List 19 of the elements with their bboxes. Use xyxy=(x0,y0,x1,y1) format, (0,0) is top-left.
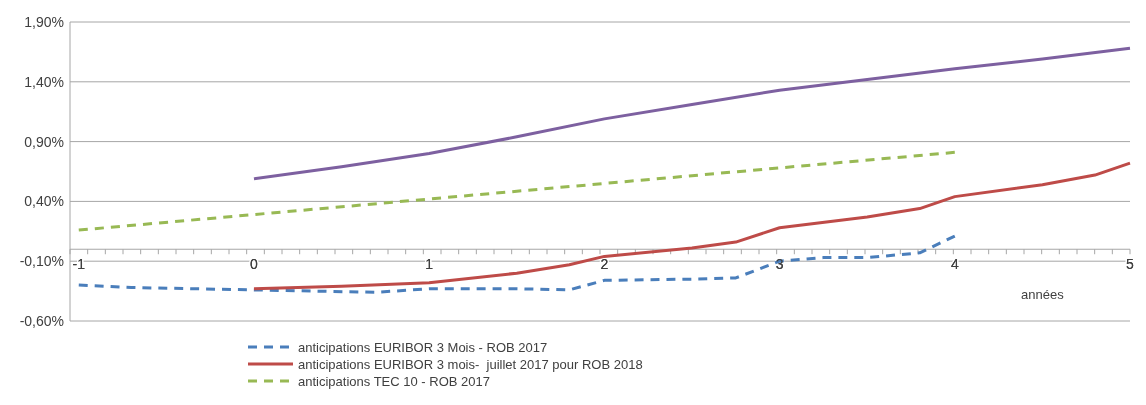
x-axis-title: années xyxy=(1021,287,1065,303)
x-tick-label: 0 xyxy=(250,256,259,273)
y-tick-label: 1,40% xyxy=(24,73,64,90)
legend-label: anticipations EURIBOR 3 Mois - ROB 2017 xyxy=(298,339,548,355)
y-tick-label: 1,90% xyxy=(24,13,64,30)
line-series xyxy=(252,161,1132,291)
line-series xyxy=(252,46,1132,181)
y-tick-label: 0,90% xyxy=(24,133,64,150)
x-tick-label: 1 xyxy=(425,256,434,273)
y-tick-label: -0,10% xyxy=(19,253,64,270)
x-tick-label: 2 xyxy=(600,256,609,273)
y-tick-label: 0,40% xyxy=(24,193,64,210)
x-tick-label: -1 xyxy=(72,256,86,273)
y-tick-label: -0,60% xyxy=(19,312,64,329)
legend-label: anticipations TEC 10 - ROB 2017 xyxy=(298,373,490,389)
x-tick-label: 5 xyxy=(1126,256,1135,273)
legend-label: anticipations EURIBOR 3 mois- juillet 2017 pour ROB 2018 xyxy=(298,356,643,372)
x-tick-label: 4 xyxy=(950,256,959,273)
line-series xyxy=(77,150,957,232)
